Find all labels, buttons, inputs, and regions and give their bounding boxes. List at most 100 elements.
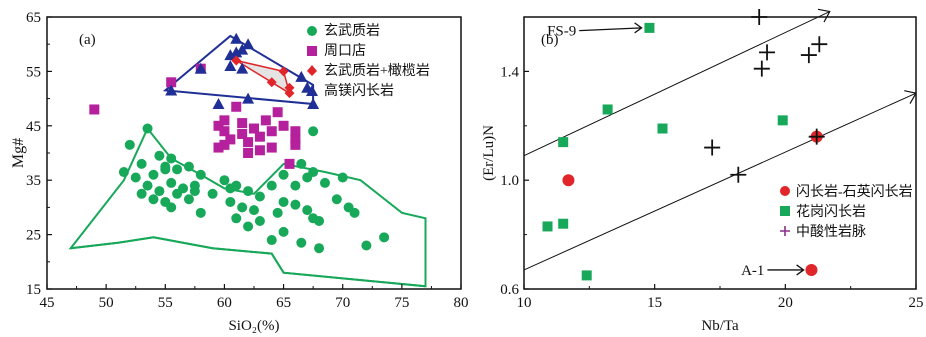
basalt-point <box>350 208 360 218</box>
zhoukoudian-point <box>243 137 253 147</box>
legend-label: 中酸性岩脉 <box>796 224 866 240</box>
basalt-point <box>125 140 135 150</box>
basalt-point <box>190 186 200 196</box>
dike-point <box>811 36 827 52</box>
legend-label: 高镁闪长岩 <box>324 82 394 99</box>
granodiorite-point <box>658 124 668 134</box>
zhoukoudian-point <box>255 145 265 155</box>
legend-marker-square <box>307 46 317 56</box>
x-tick-label: 65 <box>276 295 291 311</box>
x-axis-label: SiO₂(%) <box>228 318 279 334</box>
basalt-point <box>208 189 218 199</box>
basalt-point <box>273 208 283 218</box>
dike-point <box>704 140 720 156</box>
basalt-point <box>166 178 176 188</box>
x-tick-label: 45 <box>40 295 55 311</box>
panel-b: FS-9A-1101520250.61.01.4Nb/Ta(Er/Lu)N(b)… <box>481 9 924 334</box>
basalt-point <box>267 181 277 191</box>
basalt-point <box>166 153 176 163</box>
x-axis-label: Nb/Ta <box>701 318 739 334</box>
basalt-point <box>196 208 206 218</box>
granodiorite-point <box>582 270 592 280</box>
x-tick-label: 25 <box>909 295 924 311</box>
basalt-point <box>290 200 300 210</box>
granodiorite-point <box>558 219 568 229</box>
basalt-point <box>332 194 342 204</box>
granodiorite-point <box>543 221 553 231</box>
y-tick-label: 45 <box>26 119 41 135</box>
panel-label: (a) <box>79 32 96 48</box>
basalt-point <box>154 151 164 161</box>
legend-marker-circle <box>780 186 790 196</box>
annotation-arrow <box>579 28 641 31</box>
y-tick-label: 55 <box>26 64 41 80</box>
granodiorite-point <box>603 104 613 114</box>
y-axis-label: (Er/Lu)N <box>481 125 497 181</box>
basalt-point <box>290 181 300 191</box>
y-tick-label: 1.0 <box>500 173 519 189</box>
basalt-point <box>302 205 312 215</box>
basalt-point <box>267 235 277 245</box>
legend-label: 花岗闪长岩 <box>796 204 866 220</box>
legend-label: 玄武质岩 <box>324 22 380 39</box>
y-tick-label: 25 <box>26 228 41 244</box>
basalt-point <box>338 172 348 182</box>
x-tick-label: 50 <box>99 295 114 311</box>
legend-marker-circle <box>307 26 317 36</box>
y-tick-label: 15 <box>26 282 41 298</box>
basalt-point <box>225 197 235 207</box>
basalt-point <box>249 205 259 215</box>
basalt-point <box>137 159 147 169</box>
dike-point <box>801 47 817 63</box>
annotation-label: A-1 <box>741 263 764 279</box>
basalt-point <box>243 186 253 196</box>
panel-label: (b) <box>541 32 559 48</box>
y-axis-label: Mg# <box>10 138 27 168</box>
basalt-point <box>137 189 147 199</box>
diorite-point <box>213 98 225 109</box>
basalt-point <box>361 240 371 250</box>
basalt-point <box>314 216 324 226</box>
basalt-point <box>172 164 182 174</box>
basalt-point <box>148 170 158 180</box>
dike-point <box>730 167 746 183</box>
y-tick-label: 0.6 <box>500 282 519 298</box>
basalt-point <box>225 183 235 193</box>
x-tick-label: 80 <box>454 295 469 311</box>
x-tick-label: 60 <box>217 295 232 311</box>
zhoukoudian-point <box>89 104 99 114</box>
x-tick-label: 15 <box>647 295 662 311</box>
y-tick-label: 65 <box>26 10 41 26</box>
basalt-point <box>143 181 153 191</box>
basalt-point <box>279 197 289 207</box>
diorite-point <box>230 33 242 44</box>
basalt-point <box>243 221 253 231</box>
legend-label: 闪长岩-石英闪长岩 <box>796 183 913 200</box>
basalt-point <box>320 178 330 188</box>
zhoukoudian-point <box>284 159 294 169</box>
x-tick-label: 55 <box>158 295 173 311</box>
zhoukoudian-point <box>243 148 253 158</box>
zhoukoudian-point <box>219 115 229 125</box>
zhoukoudian-point <box>273 107 283 117</box>
legend-label: 周口店 <box>324 43 366 59</box>
basalt-point <box>279 170 289 180</box>
basalt-point <box>172 189 182 199</box>
zhoukoudian-point <box>255 132 265 142</box>
basalt-point <box>131 172 141 182</box>
plot-frame <box>47 17 461 289</box>
zhoukoudian-point <box>261 115 271 125</box>
basalt-point <box>143 124 153 134</box>
y-tick-label: 1.4 <box>500 64 519 80</box>
zhoukoudian-point <box>279 121 289 131</box>
diorite-point <box>562 174 574 186</box>
basalt-point <box>196 170 206 180</box>
basalt-point <box>119 167 129 177</box>
legend-marker-plus <box>780 226 790 236</box>
basalt-point <box>255 216 265 226</box>
legend-label: 玄武质岩+橄榄岩 <box>324 62 430 79</box>
zhoukoudian-point <box>214 143 224 153</box>
granodiorite-point <box>558 137 568 147</box>
basalt-point <box>314 243 324 253</box>
